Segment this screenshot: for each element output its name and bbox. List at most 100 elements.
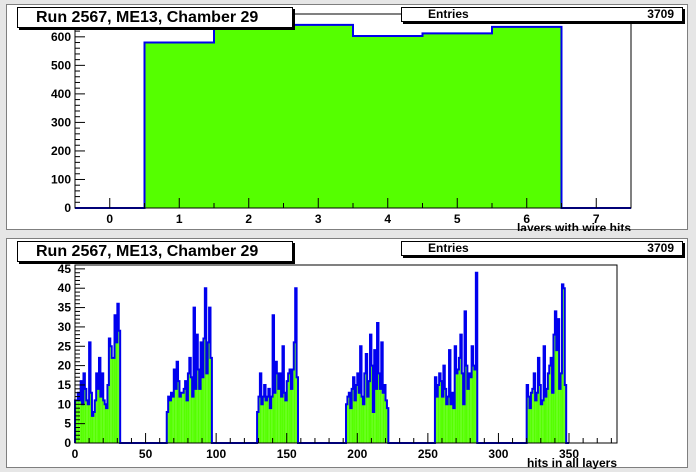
histogram-bar bbox=[358, 392, 361, 443]
hits-histogram-chart: 0 5 10 15 20 25 30 35 40 45 0 50 100 150 200 250 300 350h… bbox=[58, 262, 618, 469]
histogram-bar bbox=[276, 373, 279, 443]
histogram-bar bbox=[436, 396, 438, 443]
histogram-bar bbox=[288, 373, 290, 443]
histogram-bar bbox=[108, 338, 111, 443]
histogram-bar bbox=[361, 396, 363, 443]
y-tick-label: 100 bbox=[51, 172, 71, 186]
histogram-bar bbox=[96, 373, 98, 443]
histogram-bar bbox=[460, 334, 462, 443]
histogram-bar bbox=[98, 357, 101, 443]
histogram-bar bbox=[281, 396, 283, 443]
histogram-bar bbox=[549, 365, 551, 443]
histogram-bar bbox=[364, 373, 366, 443]
histogram-bar bbox=[172, 396, 174, 443]
histogram-bar bbox=[264, 384, 266, 443]
histogram-bar bbox=[182, 392, 184, 443]
x-axis-title: layers with wire hits bbox=[517, 221, 631, 231]
histogram-bar bbox=[258, 396, 260, 443]
stats-box: Entries 3709 bbox=[401, 7, 683, 22]
histogram-bar bbox=[275, 361, 277, 443]
histogram-bar bbox=[268, 388, 270, 443]
histogram-bar bbox=[532, 388, 534, 443]
histogram-bar bbox=[111, 357, 114, 443]
y-tick-label: 300 bbox=[51, 115, 71, 129]
histogram-pad-layers: 0 100 200 300 400 500 600 0 1 2 3 4 5 6 7 layers with w… bbox=[6, 4, 688, 231]
x-tick-label: 3 bbox=[315, 212, 322, 226]
histogram-bar bbox=[458, 357, 461, 443]
histogram-bar bbox=[378, 373, 380, 443]
histogram-bar bbox=[447, 396, 450, 443]
y-tick-label: 0 bbox=[64, 201, 71, 215]
histogram-bar bbox=[554, 311, 557, 443]
histogram-bar bbox=[214, 26, 284, 208]
histogram-bar bbox=[550, 357, 553, 443]
histogram-bar bbox=[379, 388, 382, 443]
y-tick-label: 200 bbox=[51, 144, 71, 158]
histogram-bar bbox=[117, 303, 119, 443]
histogram-pad-hits: 0 5 10 15 20 25 30 35 40 45 0 50 100 150 200 250 300 350 h… bbox=[6, 238, 688, 469]
histogram-bar bbox=[86, 400, 88, 443]
histogram-bar bbox=[185, 381, 187, 443]
histogram-bar bbox=[278, 388, 280, 443]
y-tick-label: 500 bbox=[51, 58, 71, 72]
histogram-bar bbox=[106, 408, 108, 443]
x-tick-label: 0 bbox=[72, 447, 79, 461]
histogram-bar bbox=[266, 396, 269, 443]
histogram-bar bbox=[261, 404, 263, 443]
histogram-bar bbox=[292, 369, 294, 443]
histogram-bar bbox=[350, 408, 352, 443]
histogram-bar bbox=[178, 381, 180, 443]
histogram-bar bbox=[492, 26, 562, 208]
histogram-bar bbox=[367, 396, 369, 443]
histogram-bar bbox=[183, 388, 186, 443]
stats-entries-value: 3709 bbox=[647, 7, 674, 21]
histogram-bar bbox=[450, 404, 452, 443]
histogram-bar bbox=[269, 408, 272, 443]
histogram-bar bbox=[368, 381, 370, 443]
histogram-bar bbox=[542, 400, 544, 443]
histogram-bar bbox=[115, 342, 118, 443]
histogram-bar bbox=[97, 388, 99, 443]
histogram-bar bbox=[467, 388, 469, 443]
histogram-bar bbox=[382, 392, 385, 443]
histogram-bar bbox=[362, 404, 365, 443]
histogram-bar bbox=[283, 24, 353, 209]
histogram-bar bbox=[100, 396, 102, 443]
x-tick-label: 150 bbox=[277, 447, 297, 461]
histogram-bar bbox=[179, 396, 181, 443]
y-tick-label: 400 bbox=[51, 87, 71, 101]
histogram-bar bbox=[443, 365, 445, 443]
y-tick-label: 35 bbox=[58, 301, 72, 315]
y-tick-label: 30 bbox=[58, 320, 72, 334]
histogram-bar bbox=[545, 396, 547, 443]
histogram-bar bbox=[537, 357, 540, 443]
y-tick-label: 20 bbox=[58, 359, 72, 373]
histogram-bar bbox=[187, 373, 190, 443]
histogram-bar bbox=[560, 373, 562, 443]
histogram-bar bbox=[463, 404, 465, 443]
x-tick-label: 100 bbox=[206, 447, 226, 461]
histogram-bar bbox=[114, 315, 116, 443]
histogram-bar bbox=[259, 373, 262, 443]
histogram-bar bbox=[440, 381, 442, 443]
histogram-bar bbox=[439, 373, 441, 443]
stats-entries-label: Entries bbox=[428, 7, 469, 21]
y-tick-label: 10 bbox=[58, 397, 72, 411]
histogram-bar bbox=[90, 392, 92, 443]
histogram-bar bbox=[289, 369, 291, 443]
histogram-bar bbox=[441, 396, 444, 443]
histogram-bar bbox=[200, 342, 203, 443]
y-tick-label: 45 bbox=[58, 262, 72, 276]
histogram-bar bbox=[446, 404, 448, 443]
histogram-bar bbox=[265, 400, 267, 443]
histogram-bar bbox=[180, 392, 183, 443]
y-tick-label: 25 bbox=[58, 339, 72, 353]
histogram-bar bbox=[347, 396, 349, 443]
histogram-bar bbox=[354, 400, 356, 443]
histogram-bar bbox=[202, 377, 204, 443]
histogram-bar bbox=[83, 373, 85, 443]
histogram-bar bbox=[533, 373, 536, 443]
histogram-bar bbox=[529, 408, 531, 443]
x-tick-label: 250 bbox=[418, 447, 438, 461]
